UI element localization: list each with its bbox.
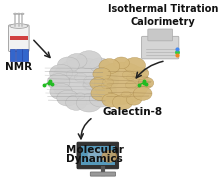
- Ellipse shape: [66, 70, 78, 78]
- FancyBboxPatch shape: [142, 36, 179, 59]
- Ellipse shape: [112, 95, 133, 110]
- Ellipse shape: [101, 82, 112, 89]
- Ellipse shape: [87, 149, 105, 162]
- Text: NMR: NMR: [5, 62, 32, 72]
- Ellipse shape: [122, 71, 134, 79]
- Ellipse shape: [126, 94, 142, 105]
- Ellipse shape: [138, 77, 154, 89]
- Ellipse shape: [21, 13, 24, 15]
- Text: Dynamics: Dynamics: [66, 154, 123, 164]
- Ellipse shape: [17, 13, 20, 15]
- Ellipse shape: [84, 76, 97, 85]
- Ellipse shape: [47, 74, 70, 90]
- Ellipse shape: [67, 53, 87, 68]
- Ellipse shape: [126, 75, 134, 80]
- Ellipse shape: [58, 57, 79, 73]
- Ellipse shape: [14, 13, 17, 15]
- Ellipse shape: [103, 78, 114, 86]
- Ellipse shape: [89, 91, 112, 107]
- Ellipse shape: [77, 51, 101, 69]
- Text: Molecular: Molecular: [66, 145, 124, 155]
- FancyBboxPatch shape: [90, 172, 116, 176]
- Ellipse shape: [102, 150, 117, 163]
- Ellipse shape: [125, 81, 136, 89]
- Ellipse shape: [10, 24, 28, 28]
- Ellipse shape: [124, 57, 146, 73]
- FancyBboxPatch shape: [9, 25, 29, 52]
- Text: Galectin-8: Galectin-8: [102, 107, 163, 117]
- Ellipse shape: [94, 62, 149, 104]
- Ellipse shape: [99, 59, 120, 74]
- Text: Calorimetry: Calorimetry: [130, 17, 195, 27]
- FancyBboxPatch shape: [10, 36, 28, 40]
- Ellipse shape: [113, 57, 129, 69]
- Ellipse shape: [50, 64, 73, 81]
- Ellipse shape: [75, 73, 87, 82]
- FancyBboxPatch shape: [16, 50, 22, 61]
- Ellipse shape: [121, 91, 131, 98]
- Ellipse shape: [91, 86, 112, 101]
- Ellipse shape: [90, 58, 110, 72]
- FancyBboxPatch shape: [77, 142, 119, 169]
- Ellipse shape: [57, 90, 79, 106]
- Text: Isothermal Titration: Isothermal Titration: [108, 5, 218, 14]
- Ellipse shape: [50, 83, 72, 100]
- Ellipse shape: [133, 87, 152, 100]
- Ellipse shape: [83, 79, 99, 89]
- Ellipse shape: [96, 83, 116, 98]
- FancyBboxPatch shape: [148, 29, 172, 41]
- FancyBboxPatch shape: [10, 50, 15, 61]
- Ellipse shape: [66, 95, 87, 110]
- Ellipse shape: [97, 63, 119, 79]
- Ellipse shape: [83, 81, 95, 89]
- Ellipse shape: [76, 94, 102, 112]
- Ellipse shape: [102, 94, 121, 107]
- Ellipse shape: [93, 68, 111, 81]
- FancyBboxPatch shape: [22, 50, 28, 61]
- Ellipse shape: [90, 78, 106, 90]
- Ellipse shape: [52, 58, 115, 105]
- Ellipse shape: [76, 93, 85, 99]
- FancyBboxPatch shape: [81, 146, 115, 165]
- Ellipse shape: [97, 73, 119, 89]
- Ellipse shape: [132, 67, 149, 79]
